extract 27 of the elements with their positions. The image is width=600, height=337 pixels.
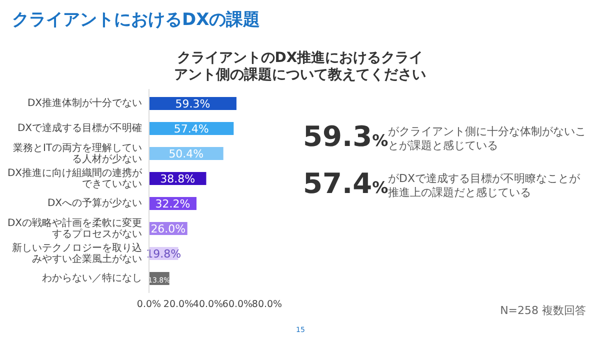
text: がクライアント側に十分な体制がないことが課題と感じている: [388, 125, 587, 153]
text: クライアントのDX推進におけるクライアント側の課題について教えてください: [173, 50, 427, 84]
text: がDXで達成する目標が不明瞭なことが推進上の課題だと感じている: [388, 172, 582, 200]
y-tick-label: わからない／特になし: [41, 273, 142, 284]
y-tick-label: 業務とITの両方を理解している人材が少ない: [12, 142, 142, 164]
text: 57.4%: [303, 167, 388, 200]
data-label: 26.0%: [150, 222, 186, 236]
data-label: 38.8%: [160, 172, 196, 186]
data-label: 50.4%: [168, 148, 204, 160]
x-tick-label: 0.0%: [136, 299, 162, 310]
y-tick-label: DX推進に向け組織間の連携ができていない: [6, 168, 142, 190]
chart-title: クライアントにおけるDXの課題: [12, 9, 260, 31]
data-label: 57.4%: [174, 122, 209, 136]
x-tick-label: 80.0%: [252, 299, 282, 310]
y-tick-label: DXへの予算が少ない: [46, 198, 142, 209]
y-tick-label: DXで達成する目標が不明確: [16, 123, 142, 134]
text: N=258 複数回答: [500, 303, 586, 318]
text: 59.3%: [303, 120, 388, 153]
y-tick-label: 新しいテクノロジーを取り込みやすい企業風土がない: [11, 242, 142, 264]
data-label: 19.8%: [146, 248, 182, 260]
y-tick-label: DXの戦略や計画を柔軟に変更するプロセスがない: [6, 218, 142, 240]
data-label: 59.3%: [175, 98, 210, 110]
y-tick-label: DX推進体制が十分でない: [26, 98, 142, 109]
x-tick-label: 40.0%: [192, 299, 224, 310]
data-label: 32.2%: [155, 198, 190, 210]
x-tick-label: 60.0%: [222, 299, 253, 310]
x-tick-label: 20.0%: [163, 299, 194, 310]
